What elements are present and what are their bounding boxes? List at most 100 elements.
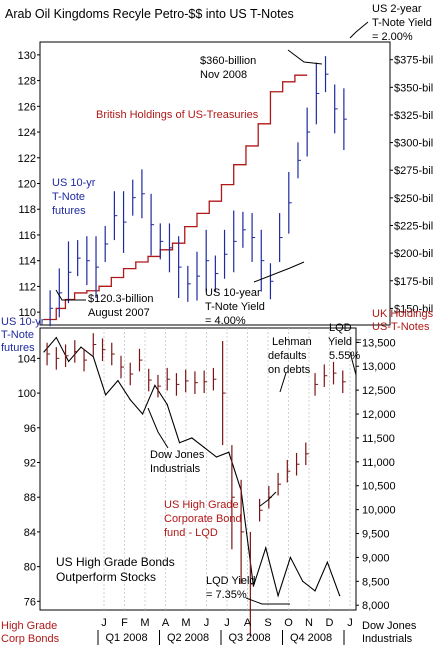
- uk-holdings-point: [294, 74, 296, 76]
- annotation-outperform-text: US High Grade Bonds Outperform Stocks: [56, 555, 178, 584]
- uk-holdings-point: [122, 268, 125, 270]
- dow-jones-point: [154, 384, 156, 386]
- bottom-right-tick-label: 12,500: [362, 385, 396, 397]
- uk-holdings-point: [98, 285, 100, 287]
- tnote-futures-series: [49, 56, 347, 327]
- annotation-lqd-yield-735-text: LQD Yield = 7.35%: [206, 575, 259, 601]
- uk-holdings-point: [43, 318, 45, 321]
- top-right-tick-label: $225-bil: [394, 221, 433, 233]
- dow-jones-point: [289, 556, 291, 559]
- dow-jones-point: [166, 403, 168, 406]
- month-label: J: [204, 617, 210, 629]
- uk-holdings-point: [257, 123, 259, 125]
- uk-holdings-point: [282, 81, 284, 83]
- month-label: M: [140, 617, 149, 629]
- bottom-left-tick-label: 100: [18, 388, 36, 400]
- quarter-label: Q4 2008: [290, 632, 332, 644]
- annotation-dow-text: Dow Jones Industrials: [150, 449, 207, 475]
- top-left-axis-label: US 10-yr T-Note futures: [1, 316, 47, 354]
- bottom-left-tick-label: 92: [24, 457, 36, 469]
- bottom-right-tick-label: 8,000: [362, 600, 390, 612]
- month-label: J: [224, 617, 230, 629]
- annotation-aug-2007-text: $120.3-billion August 2007: [88, 293, 157, 319]
- annotation-2yr-yield: US 2-year T-Note Yield = 2.00%: [349, 3, 432, 43]
- annotation-10yr-yield: US 10-year T-Note Yield = 4.00%: [205, 261, 305, 327]
- top-left-tick-label: 130: [18, 50, 36, 62]
- uk-holdings-line: [44, 74, 308, 321]
- top-left-tick-label: 112: [18, 281, 36, 293]
- uk-holdings-point: [171, 242, 174, 244]
- annotation-dow-label: Dow Jones Industrials: [147, 407, 207, 475]
- top-left-tick-label: 122: [18, 153, 36, 165]
- annotation-lqd-leader: [259, 491, 277, 507]
- bottom-right-tick-label: 11,000: [362, 457, 395, 469]
- month-label: A: [244, 617, 252, 629]
- month-label: D: [326, 617, 334, 629]
- top-left-tick-label: 114: [18, 256, 36, 268]
- annotation-lqd-yield-735-leader: [245, 597, 290, 605]
- top-right-tick-label: $200-bil: [394, 248, 433, 260]
- uk-holdings-point: [74, 292, 76, 294]
- bottom-left-tick-label: 84: [24, 527, 36, 539]
- top-right-tick-label: $350-bil: [394, 82, 433, 94]
- month-label: N: [305, 617, 313, 629]
- dow-jones-point: [302, 580, 304, 582]
- dow-jones-point: [117, 379, 119, 382]
- bottom-month-grid: [103, 328, 351, 610]
- bottom-right-axis: 8,000 8,500 9,000 9,500 10,000 10,500 11,000 11…: [356, 337, 396, 612]
- top-left-tick-label: 128: [18, 76, 36, 88]
- bottom-left-tick-label: 96: [24, 423, 36, 435]
- top-left-tick-label: 118: [18, 204, 36, 216]
- annotation-nov-2008-leader: [287, 49, 323, 65]
- annotation-aug-2007-leader: [55, 289, 86, 301]
- bottom-left-tick-label: 80: [24, 562, 36, 574]
- bottom-right-tick-label: 10,000: [362, 505, 396, 517]
- dow-jones-point: [80, 346, 82, 348]
- top-right-tick-label: $300-bil: [394, 138, 433, 150]
- dow-jones-point: [178, 442, 181, 444]
- dow-jones-point: [55, 336, 57, 339]
- top-right-axis: $150-bil $175-bil $200-bil $225-bil $250-bil…: [390, 55, 433, 315]
- dow-jones-point: [215, 456, 218, 458]
- uk-holdings-point: [55, 307, 57, 310]
- bottom-right-tick-label: 9,500: [362, 529, 390, 541]
- uk-holdings-point: [86, 290, 88, 292]
- annotation-nov-2008: $360-billion Nov 2008: [200, 49, 323, 81]
- top-left-axis: 110 112 114 116 118 120 122 124 126 128 130: [18, 50, 40, 319]
- dow-jones-point: [277, 595, 279, 597]
- uk-holdings-point: [208, 200, 210, 202]
- quarter-label: Q1 2008: [105, 632, 147, 644]
- annotation-10yr-yield-leader: [253, 261, 305, 283]
- dow-jones-point: [105, 394, 107, 396]
- bottom-right-tick-label: 8,500: [362, 576, 390, 588]
- bottom-plot-area: [39, 327, 357, 611]
- annotation-lqd-label: US High Grade Corporate Bond fund - LQD: [164, 491, 277, 539]
- annotation-lqd-text: US High Grade Corporate Bond fund - LQD: [164, 499, 245, 539]
- top-panel: Arab Oil Kingdoms Recyle Petro-$$ into U…: [1, 3, 436, 354]
- uk-holdings-point: [245, 145, 247, 147]
- top-right-tick-label: $250-bil: [394, 193, 433, 205]
- dow-jones-point: [339, 595, 341, 597]
- annotation-lqd-yield-555-text: LQD Yield = 5.55%: [328, 322, 365, 362]
- top-left-tick-label: 120: [18, 179, 36, 191]
- bottom-left-tick-label: 88: [24, 492, 36, 504]
- top-right-tick-label: $175-bil: [394, 276, 433, 288]
- bottom-left-axis: 76 80 84 88 92 96 100 104: [18, 353, 40, 608]
- dow-jones-point: [68, 360, 70, 363]
- dow-jones-point: [203, 446, 205, 449]
- quarter-label: Q2 2008: [167, 632, 209, 644]
- top-right-axis-label: UK Holdings US-T-Notes: [372, 308, 436, 333]
- annotation-2yr-yield-leader: [349, 21, 369, 39]
- annotation-lqd-yield-555: LQD Yield = 5.55%: [328, 322, 365, 376]
- annotation-lehman: Lehman defaults on debts: [268, 336, 312, 393]
- lqd-series: [46, 333, 346, 637]
- annotation-lqd-yield-735: LQD Yield = 7.35%: [206, 575, 290, 605]
- annotation-10yr-yield-text: US 10-year T-Note Yield = 4.00%: [205, 287, 268, 327]
- dow-jones-point: [252, 585, 255, 587]
- annotation-nov-2008-text: $360-billion Nov 2008: [200, 55, 259, 81]
- annotation-dow-leader: [147, 407, 169, 449]
- annotation-aug-2007: $120.3-billion August 2007: [55, 289, 157, 319]
- month-label: S: [264, 617, 271, 629]
- bottom-right-tick-label: 10,500: [362, 481, 396, 493]
- uk-holdings-point: [233, 164, 235, 166]
